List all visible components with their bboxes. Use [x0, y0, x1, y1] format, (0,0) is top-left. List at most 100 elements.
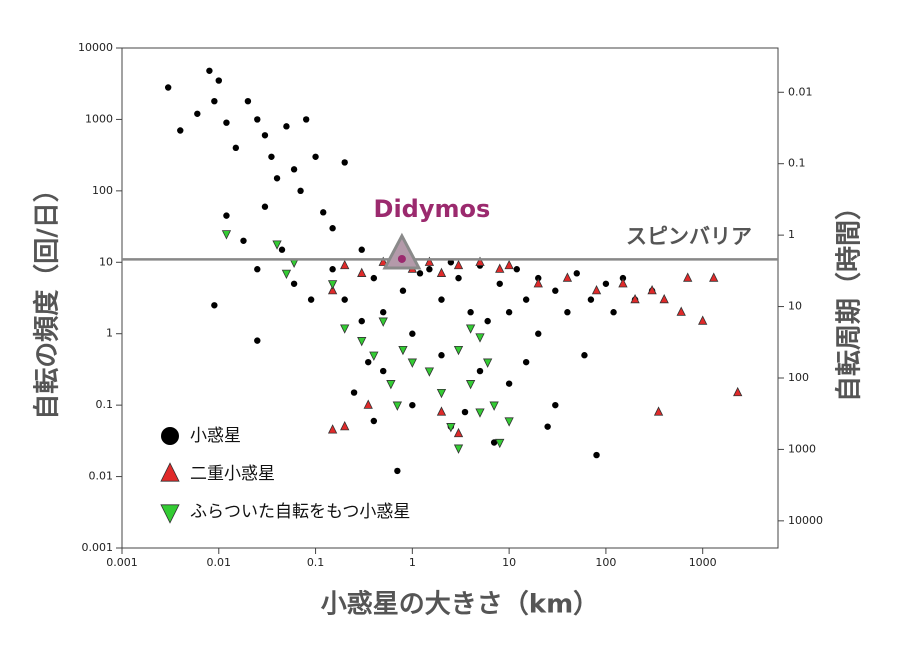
y-tick-label: 0.01	[89, 470, 114, 483]
point	[329, 225, 336, 232]
point	[676, 306, 686, 316]
y-tick-label: 0.001	[82, 541, 114, 554]
point	[254, 266, 261, 273]
point	[297, 187, 304, 195]
point	[307, 296, 315, 303]
point	[261, 203, 269, 210]
point	[505, 309, 513, 316]
point	[254, 116, 261, 123]
point	[194, 110, 201, 117]
point	[424, 367, 435, 377]
point	[290, 280, 298, 287]
y-tick-label: 10	[99, 255, 113, 268]
point	[591, 285, 602, 295]
point	[341, 296, 348, 303]
y-tick-label: 1	[106, 327, 113, 340]
point	[206, 67, 213, 74]
point	[416, 270, 424, 277]
point	[496, 280, 503, 287]
point	[436, 406, 447, 416]
point	[533, 278, 543, 288]
y-tick-label: 1000	[85, 112, 113, 125]
point	[358, 317, 365, 325]
point	[504, 417, 514, 427]
point	[505, 380, 513, 387]
point	[461, 408, 469, 416]
point	[653, 406, 664, 416]
point	[552, 401, 559, 409]
point	[211, 302, 218, 309]
point	[426, 266, 433, 273]
y2-tick-label: 10	[788, 300, 802, 313]
y-tick-label: 10000	[78, 41, 113, 54]
x-tick-label: 10	[502, 556, 516, 569]
point	[380, 309, 387, 316]
point	[386, 380, 396, 390]
point	[380, 367, 387, 375]
point	[424, 256, 435, 266]
y2-tick-label: 10000	[788, 514, 823, 527]
point	[223, 212, 230, 219]
highlight-dot	[397, 254, 406, 263]
point	[535, 330, 542, 337]
point	[283, 123, 290, 130]
point	[647, 285, 657, 295]
point	[465, 324, 476, 334]
point	[587, 296, 595, 303]
x-tick-label: 0.001	[106, 556, 138, 569]
x-tick-label: 1	[409, 556, 416, 569]
y-tick-label: 0.1	[96, 398, 114, 411]
point	[215, 77, 222, 84]
point	[357, 337, 367, 347]
x-tick-label: 0.01	[207, 556, 232, 569]
point	[475, 256, 485, 266]
point	[177, 127, 184, 134]
point	[211, 97, 218, 105]
point	[268, 153, 275, 160]
point	[495, 263, 505, 273]
x-tick-label: 100	[595, 556, 616, 569]
point	[709, 272, 719, 282]
y2-tick-label: 100	[788, 371, 809, 384]
point	[327, 424, 338, 434]
point	[602, 280, 610, 287]
point	[610, 309, 617, 316]
reference-label: スピンバリア	[626, 224, 752, 248]
point	[261, 132, 269, 139]
point	[370, 274, 378, 282]
legend-marker	[160, 504, 180, 524]
point	[475, 333, 485, 343]
point	[394, 467, 401, 475]
point	[495, 438, 505, 449]
point	[659, 293, 669, 304]
legend-label: 二重小惑星	[190, 464, 275, 484]
point	[399, 287, 407, 294]
y2-tick-label: 0.1	[788, 157, 806, 170]
point	[240, 237, 247, 244]
point	[489, 401, 499, 411]
y2-tick-label: 1000	[788, 442, 816, 455]
point	[320, 209, 327, 216]
point	[392, 401, 403, 411]
point	[581, 352, 588, 359]
point	[329, 266, 336, 273]
point	[244, 97, 252, 105]
point	[544, 423, 551, 430]
point	[223, 119, 230, 126]
point	[436, 388, 447, 399]
point	[327, 280, 338, 290]
point	[564, 309, 571, 316]
x-tick-label: 1000	[689, 556, 717, 569]
point	[683, 272, 693, 282]
point	[312, 153, 319, 160]
point	[484, 317, 491, 325]
point	[340, 324, 350, 334]
point	[562, 272, 573, 282]
y-tick-label: 100	[92, 184, 113, 197]
y2-tick-label: 0.01	[788, 85, 813, 98]
point	[290, 166, 298, 173]
point	[340, 420, 350, 431]
point	[467, 309, 474, 316]
point	[455, 274, 462, 282]
